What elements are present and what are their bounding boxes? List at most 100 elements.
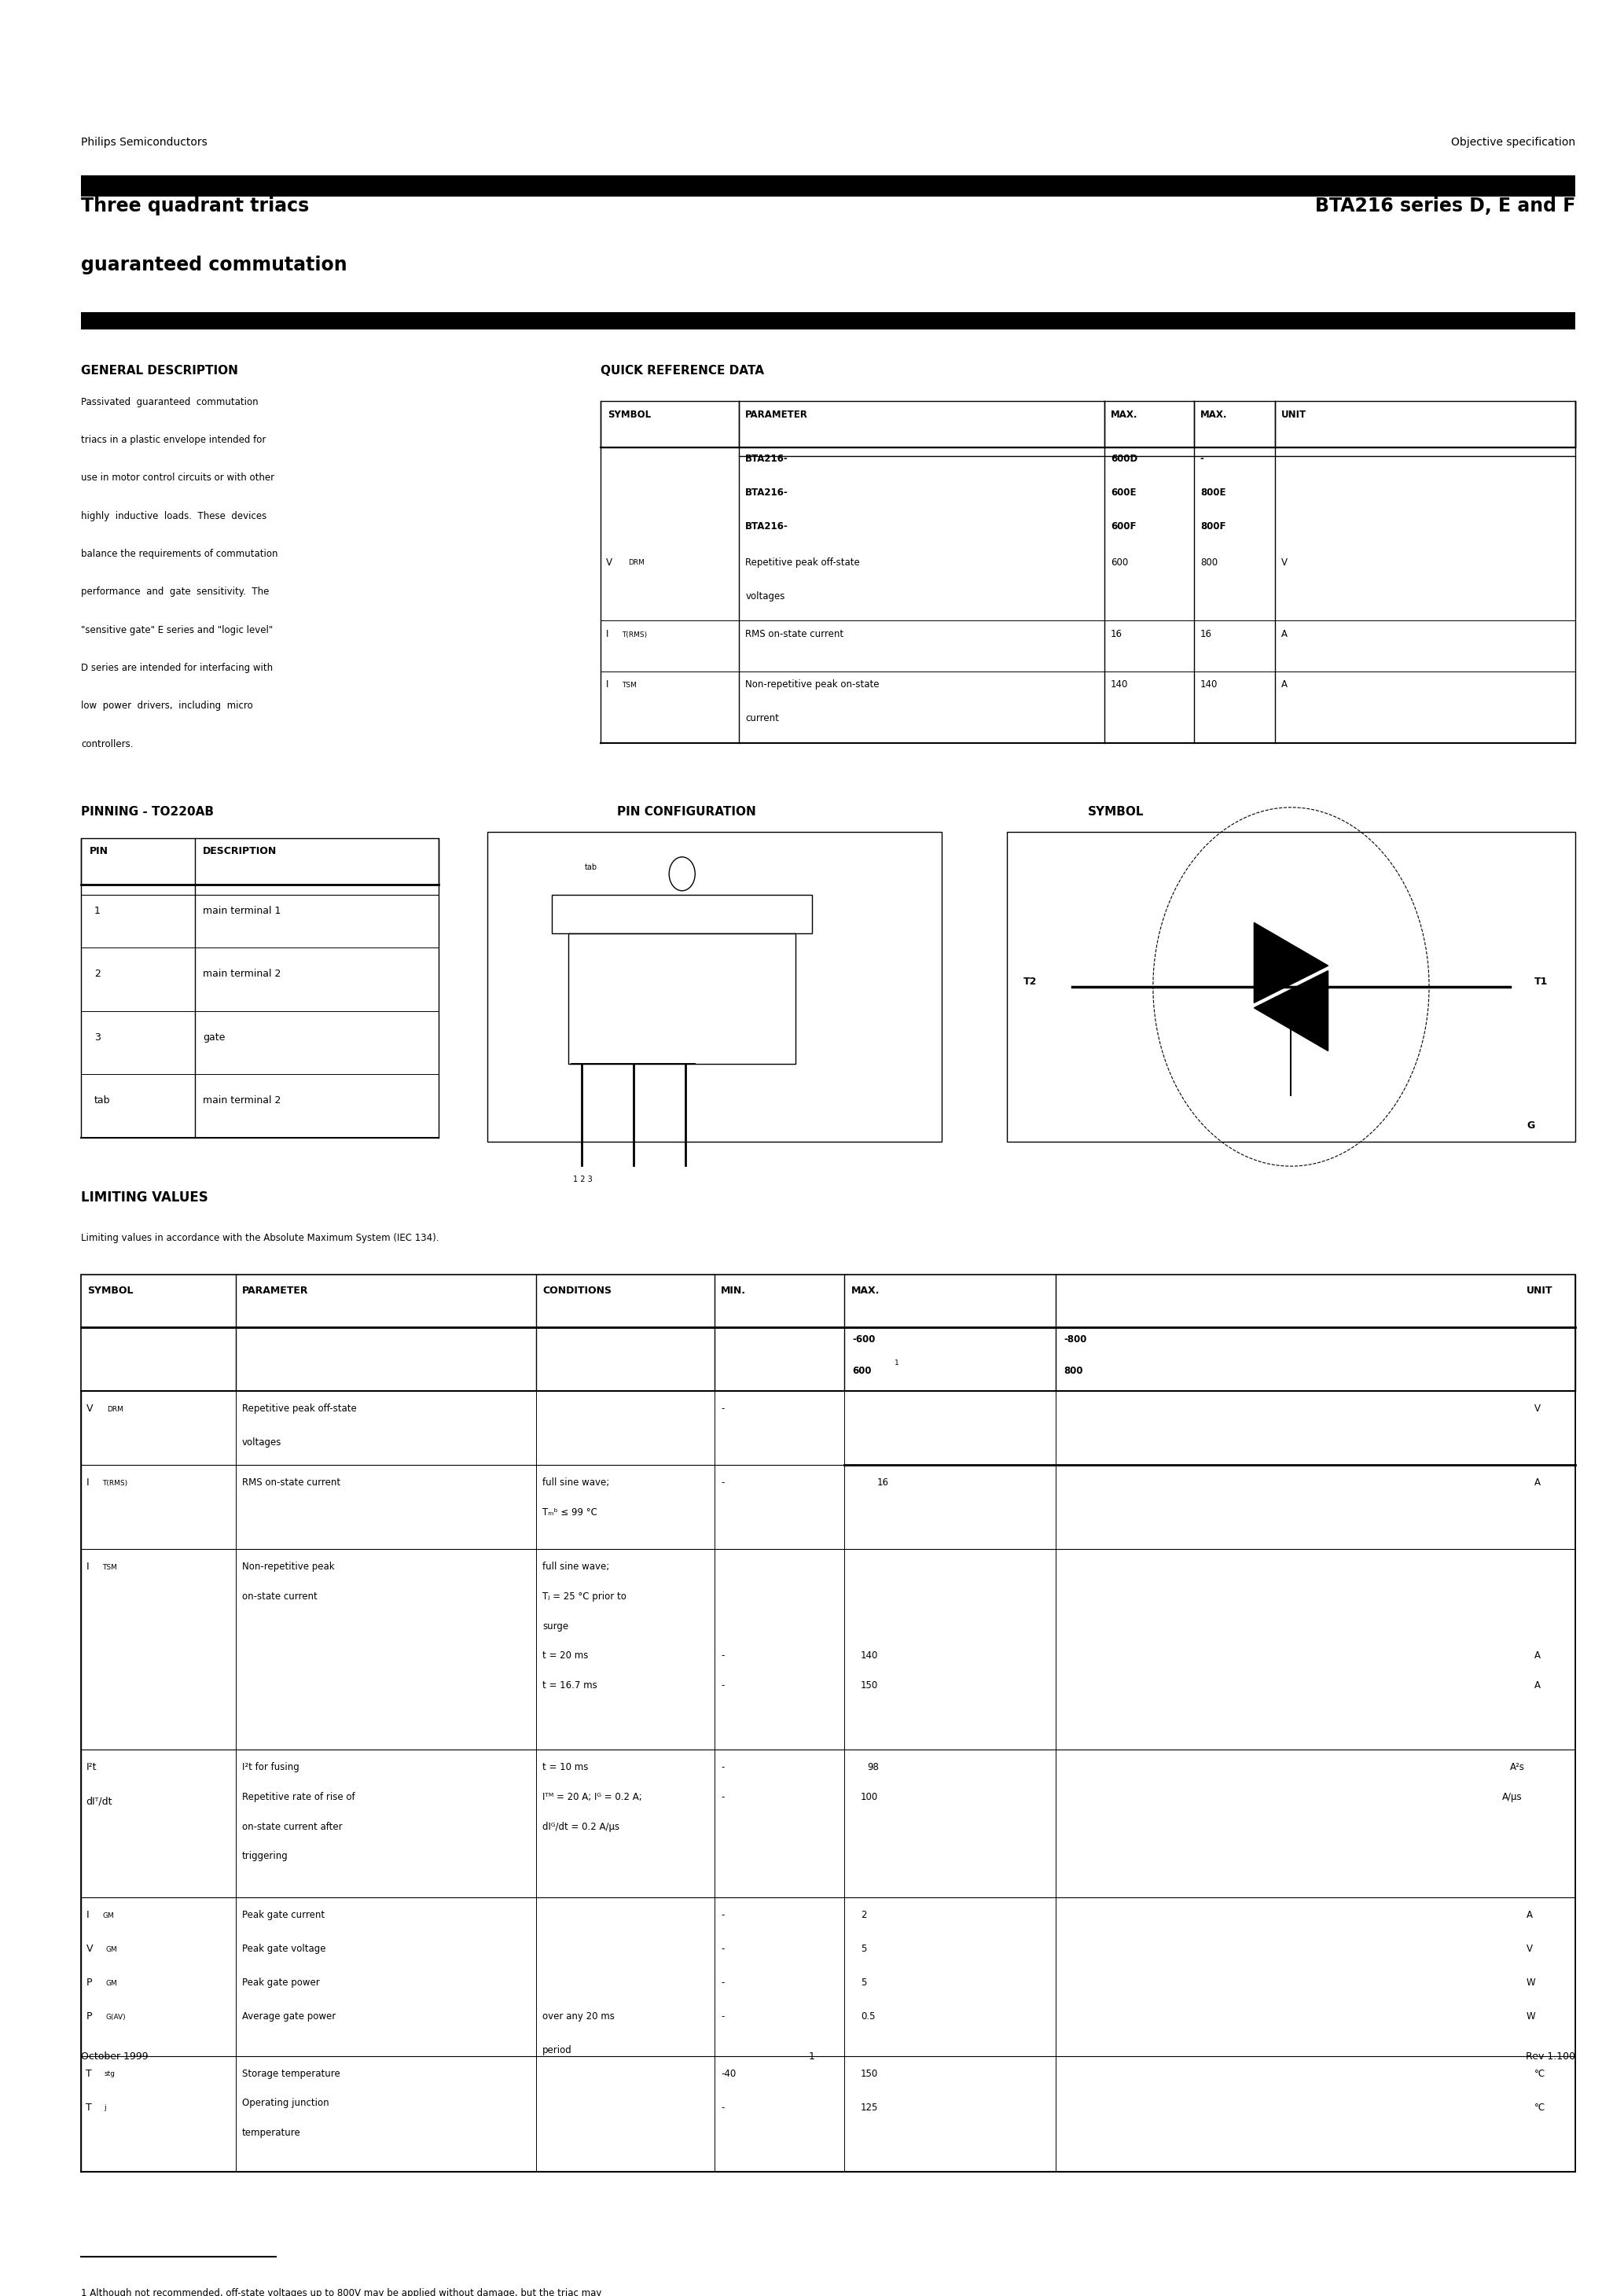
- Text: Rev 1.100: Rev 1.100: [1525, 2053, 1575, 2062]
- Text: highly  inductive  loads.  These  devices: highly inductive loads. These devices: [81, 510, 266, 521]
- Text: -40: -40: [721, 2069, 736, 2078]
- Text: triggering: triggering: [242, 1851, 287, 1862]
- Text: -600: -600: [853, 1334, 875, 1343]
- Text: 100: 100: [861, 1793, 879, 1802]
- Text: Philips Semiconductors: Philips Semiconductors: [81, 138, 208, 149]
- Text: 16: 16: [877, 1479, 888, 1488]
- Text: BTA216-: BTA216-: [745, 487, 789, 498]
- Text: GENERAL DESCRIPTION: GENERAL DESCRIPTION: [81, 365, 239, 377]
- Text: Objective specification: Objective specification: [1450, 138, 1575, 149]
- Bar: [487, 831, 942, 1141]
- Polygon shape: [1254, 971, 1328, 1052]
- Text: V: V: [1281, 558, 1288, 567]
- Text: Tⱼ = 25 °C prior to: Tⱼ = 25 °C prior to: [542, 1591, 627, 1603]
- Text: Operating junction: Operating junction: [242, 2099, 330, 2108]
- Text: 800: 800: [1200, 558, 1218, 567]
- Text: SYMBOL: SYMBOL: [88, 1286, 133, 1295]
- Text: MAX.: MAX.: [1111, 409, 1138, 420]
- Text: MAX.: MAX.: [851, 1286, 880, 1295]
- Text: dIᴳ/dt = 0.2 A/μs: dIᴳ/dt = 0.2 A/μs: [542, 1821, 619, 1832]
- Text: 5: 5: [861, 1977, 867, 1988]
- Text: °C: °C: [1535, 2103, 1546, 2112]
- Bar: [568, 932, 796, 1063]
- Text: controllers.: controllers.: [81, 739, 133, 748]
- Text: "sensitive gate" E series and "logic level": "sensitive gate" E series and "logic lev…: [81, 625, 273, 636]
- Text: GM: GM: [106, 1979, 117, 1986]
- Text: on-state current after: on-state current after: [242, 1821, 343, 1832]
- Bar: [81, 312, 1575, 328]
- Text: over any 20 ms: over any 20 ms: [542, 2011, 614, 2023]
- Text: T1: T1: [1535, 976, 1548, 987]
- Text: Tₘᵇ ≤ 99 °C: Tₘᵇ ≤ 99 °C: [542, 1506, 598, 1518]
- Bar: [601, 402, 1575, 448]
- Text: I: I: [86, 1910, 89, 1919]
- Text: -: -: [721, 1681, 724, 1690]
- Text: A: A: [1535, 1479, 1541, 1488]
- Polygon shape: [1254, 923, 1328, 1003]
- Text: T: T: [86, 2069, 93, 2078]
- Text: PARAMETER: PARAMETER: [745, 409, 809, 420]
- Text: voltages: voltages: [745, 590, 784, 602]
- Text: full sine wave;: full sine wave;: [542, 1561, 609, 1573]
- Text: SYMBOL: SYMBOL: [1088, 806, 1145, 817]
- Text: gate: gate: [203, 1033, 226, 1042]
- Text: PARAMETER: PARAMETER: [242, 1286, 309, 1295]
- Text: main terminal 1: main terminal 1: [203, 905, 281, 916]
- Text: T(RMS): T(RMS): [102, 1479, 128, 1488]
- Text: balance the requirements of commutation: balance the requirements of commutation: [81, 549, 278, 558]
- Text: Peak gate power: Peak gate power: [242, 1977, 320, 1988]
- Text: 1 Although not recommended, off-state voltages up to 800V may be applied without: 1 Although not recommended, off-state vo…: [81, 2289, 603, 2296]
- Text: 600: 600: [853, 1366, 872, 1375]
- Text: 125: 125: [861, 2103, 879, 2112]
- Text: voltages: voltages: [242, 1437, 281, 1449]
- Text: PIN: PIN: [89, 847, 109, 856]
- Text: I: I: [606, 680, 609, 689]
- Text: MAX.: MAX.: [1200, 409, 1228, 420]
- Text: UNIT: UNIT: [1527, 1286, 1553, 1295]
- Text: Average gate power: Average gate power: [242, 2011, 336, 2023]
- Text: -: -: [721, 1977, 724, 1988]
- Text: 5: 5: [861, 1945, 867, 1954]
- Text: -: -: [721, 1910, 724, 1919]
- Text: dIᵀ/dt: dIᵀ/dt: [86, 1795, 112, 1807]
- Text: Three quadrant triacs: Three quadrant triacs: [81, 195, 309, 216]
- Text: MIN.: MIN.: [721, 1286, 745, 1295]
- Text: T(RMS): T(RMS): [622, 631, 648, 638]
- Text: I: I: [86, 1479, 89, 1488]
- Text: -: -: [721, 2011, 724, 2023]
- Text: -: -: [721, 1651, 724, 1660]
- Text: t = 16.7 ms: t = 16.7 ms: [542, 1681, 598, 1690]
- Text: Peak gate current: Peak gate current: [242, 1910, 325, 1919]
- Bar: [1007, 831, 1575, 1141]
- Text: 2: 2: [94, 969, 101, 978]
- Text: 800F: 800F: [1200, 521, 1226, 533]
- Text: j: j: [104, 2105, 106, 2112]
- Text: Passivated  guaranteed  commutation: Passivated guaranteed commutation: [81, 397, 258, 406]
- Text: BTA216 series D, E and F: BTA216 series D, E and F: [1315, 195, 1575, 216]
- Text: 16: 16: [1111, 629, 1122, 638]
- Text: I: I: [606, 629, 609, 638]
- Text: 1: 1: [94, 905, 101, 916]
- Text: 600: 600: [1111, 558, 1129, 567]
- Text: Repetitive peak off-state: Repetitive peak off-state: [242, 1403, 357, 1414]
- Text: DESCRIPTION: DESCRIPTION: [203, 847, 278, 856]
- Text: main terminal 2: main terminal 2: [203, 969, 281, 978]
- Text: A/μs: A/μs: [1502, 1793, 1522, 1802]
- Text: low  power  drivers,  including  micro: low power drivers, including micro: [81, 700, 253, 712]
- Text: -: -: [721, 1403, 724, 1414]
- Text: V: V: [1535, 1403, 1541, 1414]
- Text: full sine wave;: full sine wave;: [542, 1479, 609, 1488]
- Text: 1: 1: [809, 2053, 815, 2062]
- Text: T: T: [86, 2103, 93, 2112]
- Text: TSM: TSM: [622, 682, 637, 689]
- Bar: [81, 838, 438, 884]
- Text: -: -: [721, 1763, 724, 1773]
- Text: A: A: [1535, 1681, 1541, 1690]
- Text: V: V: [86, 1945, 93, 1954]
- Text: 16: 16: [1200, 629, 1212, 638]
- Text: t = 10 ms: t = 10 ms: [542, 1763, 588, 1773]
- Text: °C: °C: [1535, 2069, 1546, 2078]
- Text: -: -: [721, 1793, 724, 1802]
- Text: D series are intended for interfacing with: D series are intended for interfacing wi…: [81, 664, 273, 673]
- Text: SYMBOL: SYMBOL: [607, 409, 651, 420]
